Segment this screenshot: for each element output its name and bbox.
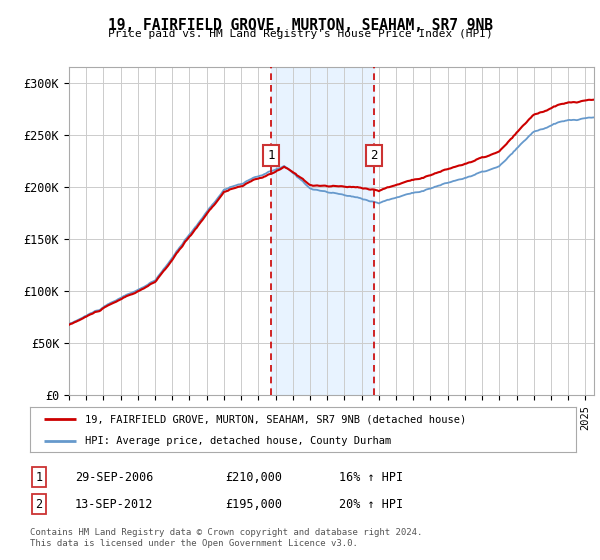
Text: HPI: Average price, detached house, County Durham: HPI: Average price, detached house, Coun… [85,436,391,446]
Bar [271,67,374,395]
Text: Price paid vs. HM Land Registry's House Price Index (HPI): Price paid vs. HM Land Registry's House … [107,29,493,39]
Text: 20% ↑ HPI: 20% ↑ HPI [339,497,403,511]
Text: £195,000: £195,000 [225,497,282,511]
Text: 2: 2 [370,149,377,162]
Text: 2: 2 [35,497,43,511]
Text: Contains HM Land Registry data © Crown copyright and database right 2024.
This d: Contains HM Land Registry data © Crown c… [30,528,422,548]
Text: 13-SEP-2012: 13-SEP-2012 [75,497,154,511]
Text: 29-SEP-2006: 29-SEP-2006 [75,470,154,484]
Text: 1: 1 [268,149,275,162]
Text: 1: 1 [35,470,43,484]
Text: 19, FAIRFIELD GROVE, MURTON, SEAHAM, SR7 9NB: 19, FAIRFIELD GROVE, MURTON, SEAHAM, SR7… [107,18,493,33]
Text: 16% ↑ HPI: 16% ↑ HPI [339,470,403,484]
Text: 19, FAIRFIELD GROVE, MURTON, SEAHAM, SR7 9NB (detached house): 19, FAIRFIELD GROVE, MURTON, SEAHAM, SR7… [85,414,466,424]
Text: £210,000: £210,000 [225,470,282,484]
